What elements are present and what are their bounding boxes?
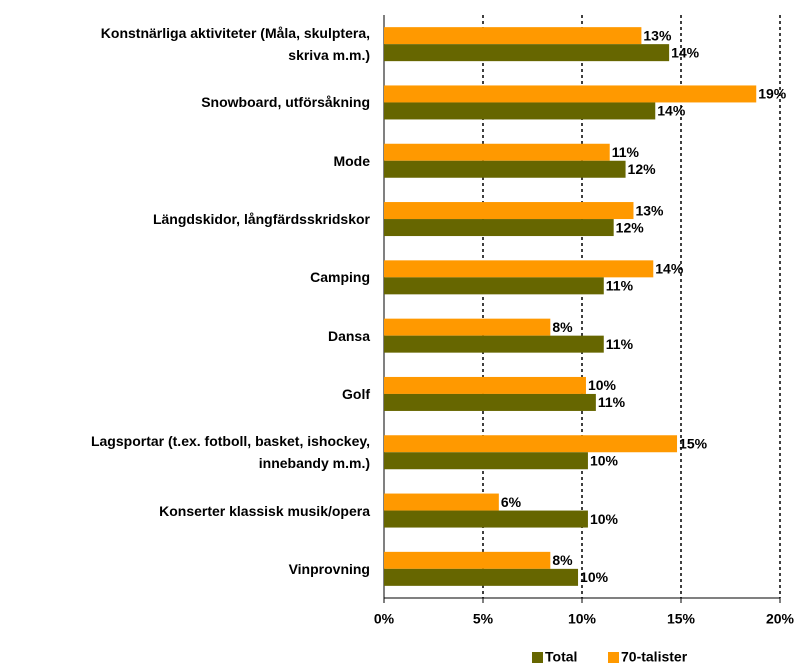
value-label: 12%	[616, 219, 645, 235]
bar	[384, 393, 596, 411]
bar	[384, 510, 588, 528]
value-label: 11%	[612, 144, 640, 160]
bar	[384, 44, 670, 62]
value-label: 10%	[590, 511, 619, 527]
legend-label: 70-talister	[621, 649, 688, 665]
value-label: 15%	[679, 435, 708, 451]
bar	[384, 335, 604, 353]
category-label: Camping	[310, 269, 370, 286]
legend-label: Total	[545, 649, 577, 665]
bar	[384, 85, 757, 103]
value-label: 10%	[588, 377, 617, 393]
category-label: Lagsportar (t.ex. fotboll, basket, ishoc…	[90, 433, 370, 472]
category-label: Konserter klassisk musik/opera	[159, 502, 370, 519]
category-label: Golf	[342, 385, 370, 402]
bar	[384, 493, 499, 511]
bar	[384, 260, 654, 278]
legend-swatch	[532, 652, 543, 663]
value-label: 19%	[758, 86, 787, 102]
bar	[384, 102, 656, 120]
category-label: Längdskidor, långfärdsskridskor	[152, 211, 370, 228]
x-tick-label: 5%	[473, 611, 494, 627]
bar	[384, 219, 614, 237]
bar	[384, 551, 551, 569]
bar	[384, 160, 626, 178]
category-label: Mode	[333, 152, 370, 169]
value-label: 13%	[643, 27, 672, 43]
bar	[384, 277, 604, 295]
bar	[384, 202, 634, 220]
value-label: 10%	[590, 452, 619, 468]
category-label: Dansa	[327, 327, 370, 344]
value-label: 11%	[606, 336, 634, 352]
value-label: 11%	[598, 394, 626, 410]
category-label: Snowboard, utförsåkning	[201, 94, 370, 111]
value-label: 10%	[580, 569, 609, 585]
category-label: Konstnärliga aktiviteter (Måla, skulpter…	[100, 25, 370, 64]
bar	[384, 435, 678, 453]
x-tick-label: 0%	[374, 611, 395, 627]
x-tick-label: 20%	[766, 611, 795, 627]
bar	[384, 318, 551, 336]
bar	[384, 143, 610, 161]
bar	[384, 27, 642, 45]
value-label: 14%	[671, 44, 700, 60]
value-label: 13%	[635, 202, 664, 218]
value-label: 11%	[606, 278, 634, 294]
value-label: 8%	[552, 319, 573, 335]
category-label: Vinprovning	[288, 560, 370, 577]
bar	[384, 568, 579, 586]
value-label: 6%	[501, 494, 522, 510]
x-tick-label: 10%	[568, 611, 597, 627]
value-label: 12%	[628, 161, 657, 177]
legend-swatch	[608, 652, 619, 663]
value-label: 8%	[552, 552, 573, 568]
bar	[384, 452, 588, 470]
bar	[384, 376, 586, 394]
value-label: 14%	[655, 261, 684, 277]
x-tick-label: 15%	[667, 611, 696, 627]
value-label: 14%	[657, 103, 686, 119]
